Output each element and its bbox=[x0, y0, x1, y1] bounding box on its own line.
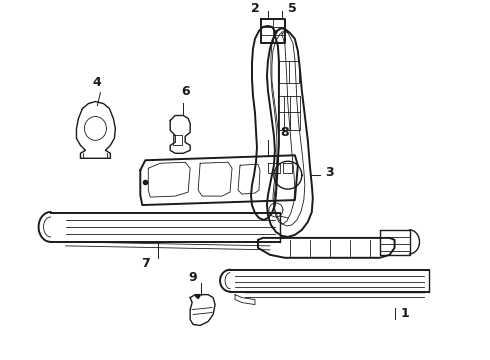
Text: 6: 6 bbox=[181, 85, 190, 98]
Text: 4: 4 bbox=[92, 76, 101, 89]
Text: 7: 7 bbox=[141, 257, 149, 270]
Text: 1: 1 bbox=[400, 307, 409, 320]
Text: 9: 9 bbox=[189, 271, 197, 284]
Text: 8: 8 bbox=[281, 126, 289, 139]
Text: 5: 5 bbox=[289, 3, 297, 15]
Polygon shape bbox=[195, 296, 200, 298]
Text: 2: 2 bbox=[250, 3, 259, 15]
Text: 3: 3 bbox=[325, 166, 334, 179]
